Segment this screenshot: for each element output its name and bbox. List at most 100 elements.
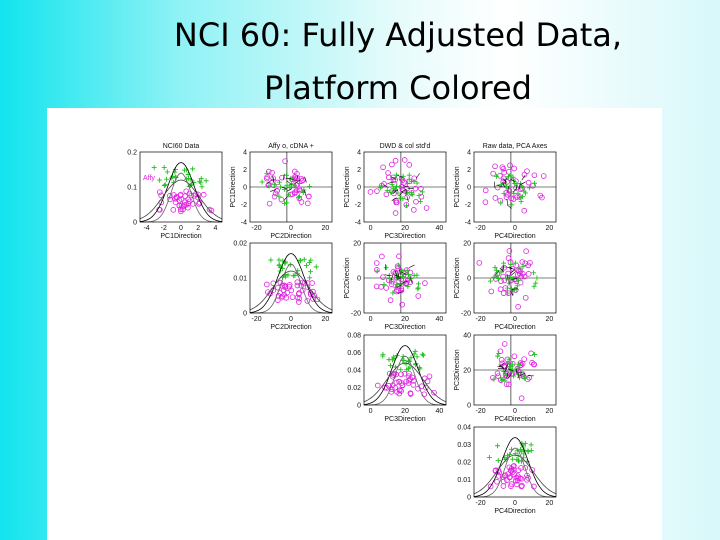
- connector: [394, 274, 401, 278]
- connector: [409, 264, 415, 268]
- y-tick-label: 0.01: [457, 477, 471, 484]
- y-tick-label: 2: [357, 167, 361, 174]
- connector: [495, 269, 500, 275]
- x-tick-label: 20: [546, 225, 554, 232]
- x-tick-label: 40: [436, 316, 444, 323]
- connector: [395, 276, 402, 280]
- cdna-point: [416, 281, 422, 287]
- y-tick-label: 4: [357, 150, 361, 157]
- cdna-point: [388, 190, 394, 196]
- connector: [283, 173, 285, 180]
- cdna-point: [531, 283, 537, 289]
- cdna-point: [186, 175, 192, 181]
- y-tick-label: -4: [241, 220, 247, 227]
- connector: [498, 364, 504, 369]
- cdna-point: [389, 357, 395, 363]
- cdna-point: [522, 375, 528, 381]
- affy-point: [517, 475, 523, 481]
- affy-point: [265, 168, 272, 175]
- cdna-point: [506, 184, 512, 190]
- cdna-point: [374, 268, 380, 274]
- cdna-point: [295, 194, 301, 200]
- affy-point: [406, 162, 413, 168]
- cdna-point: [518, 446, 524, 452]
- connector: [400, 271, 407, 275]
- affy-point: [418, 185, 424, 192]
- affy-point: [505, 471, 511, 477]
- cdna-point: [394, 172, 400, 178]
- cdna-point: [292, 183, 298, 189]
- connector: [272, 176, 275, 183]
- density-curve: [363, 345, 447, 405]
- panel: NCI60 Data Affy 0 0.1 0.2 -4 -2 0 2 4 PC1Direction: [127, 143, 223, 240]
- cdna-point: [408, 355, 414, 361]
- cdna-point: [509, 286, 515, 292]
- affy-point: [274, 188, 280, 194]
- affy-point: [492, 195, 499, 201]
- affy-point: [395, 287, 402, 294]
- connector: [504, 364, 509, 370]
- cdna-point: [520, 264, 526, 270]
- cdna-point: [162, 182, 168, 188]
- affy-point: [264, 175, 270, 182]
- connector: [403, 185, 410, 188]
- connector: [396, 174, 403, 178]
- cdna-point: [197, 178, 203, 184]
- cdna-point: [516, 375, 522, 381]
- y-tick-label: -20: [351, 311, 361, 318]
- cdna-point: [399, 176, 405, 182]
- y-axis-label: PC1Direction: [344, 166, 351, 207]
- cdna-point: [417, 198, 423, 204]
- cdna-point: [389, 182, 395, 188]
- x-tick-label: 0: [513, 500, 517, 507]
- x-axis-label: PC3Direction: [384, 324, 425, 331]
- cdna-point: [508, 364, 514, 370]
- affy-point: [506, 248, 513, 254]
- y-axis-label: PC1Direction: [454, 166, 461, 207]
- connector: [521, 174, 526, 181]
- connector: [518, 183, 521, 190]
- cdna-point: [515, 277, 521, 283]
- cdna-point: [505, 285, 511, 291]
- affy-point: [511, 471, 517, 478]
- cdna-point: [297, 257, 303, 263]
- cdna-point: [283, 172, 289, 178]
- cdna-point: [487, 278, 493, 284]
- affy-point: [394, 263, 401, 270]
- panel-frame: [249, 151, 333, 223]
- cdna-point: [528, 448, 534, 454]
- x-tick-label: 20: [546, 500, 554, 507]
- cdna-point: [198, 176, 204, 182]
- affy-point: [399, 186, 406, 193]
- x-axis-label: PC3Direction: [384, 416, 425, 423]
- y-axis-label: PC2Direction: [344, 257, 351, 298]
- cdna-point: [384, 188, 390, 194]
- affy-point: [526, 374, 533, 381]
- cdna-point: [400, 196, 406, 202]
- cdna-point: [416, 192, 422, 198]
- affy-point: [506, 381, 512, 388]
- cdna-point: [399, 274, 405, 280]
- affy-point: [185, 200, 192, 207]
- affy-point: [521, 273, 528, 280]
- affy-point: [508, 483, 514, 490]
- y-tick-label: -20: [461, 311, 471, 318]
- connector: [506, 371, 509, 378]
- affy-point: [494, 478, 500, 485]
- x-axis-label: PC4Direction: [494, 416, 535, 423]
- cdna-point: [525, 448, 531, 454]
- x-axis-label: PC4Direction: [494, 508, 535, 515]
- connector: [397, 273, 400, 280]
- affy-point: [515, 475, 521, 482]
- density-curve: [473, 437, 557, 497]
- panel-title: NCI60 Data: [163, 143, 200, 150]
- y-tick-label: 0: [467, 276, 471, 283]
- x-tick-label: 0: [179, 225, 183, 232]
- affy-point: [394, 199, 400, 206]
- affy-point: [176, 202, 183, 209]
- affy-point: [515, 467, 522, 474]
- cdna-point: [203, 178, 209, 184]
- affy-point: [540, 173, 547, 179]
- cdna-point: [415, 286, 421, 292]
- affy-point: [275, 297, 281, 303]
